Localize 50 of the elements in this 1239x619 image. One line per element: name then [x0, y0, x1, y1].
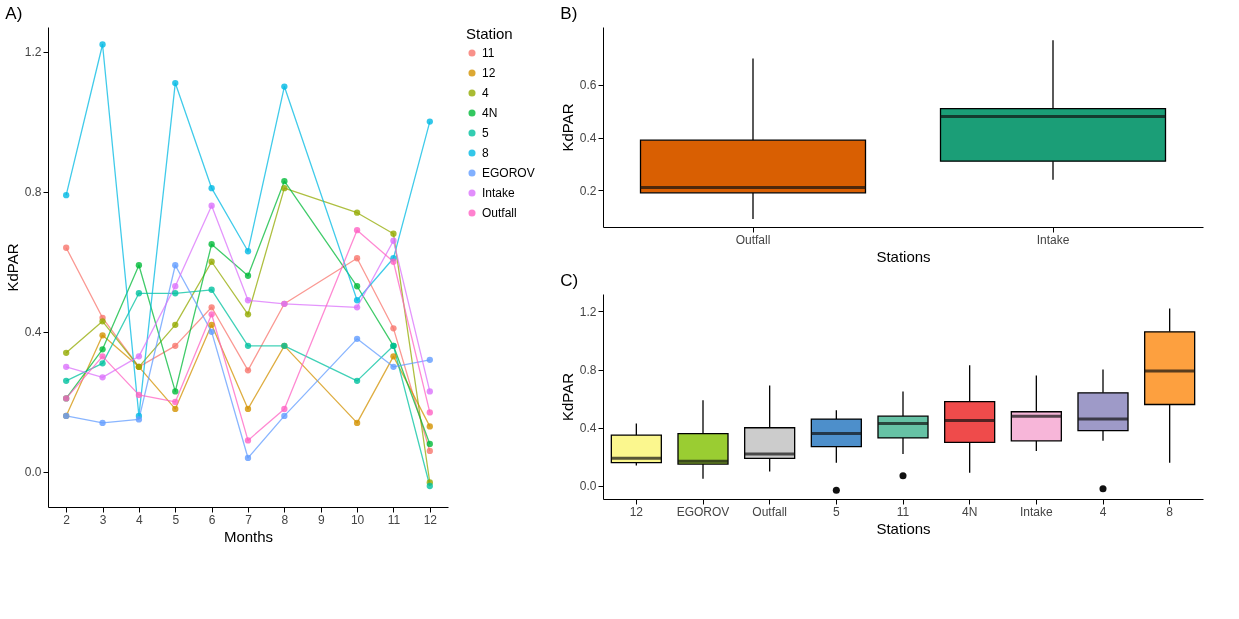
x-tick-label: 6	[208, 512, 216, 527]
x-tick-label: Outfall	[752, 504, 788, 519]
x-tick-label: 7	[245, 512, 253, 527]
x-tick-label: 2	[63, 512, 71, 527]
legend-title: Station	[466, 25, 513, 42]
legend-label: EGOROV	[482, 166, 535, 180]
y-axis-title: KdPAR	[3, 243, 21, 292]
y-tick-label: 0.0	[579, 479, 597, 494]
legend-label: Outfall	[482, 206, 517, 220]
legend-label: 11	[482, 46, 495, 60]
x-axis-title: Months	[223, 527, 274, 545]
x-tick-label: 8	[281, 512, 289, 527]
x-tick-label: EGOROV	[676, 504, 730, 519]
y-axis-title: KdPAR	[558, 372, 576, 422]
x-tick-label: 12	[423, 512, 438, 527]
y-tick-label: 0.4	[24, 325, 42, 340]
chart-title: A)	[5, 4, 23, 23]
x-tick-label: Intake	[1019, 504, 1053, 519]
y-tick-label: 1.2	[24, 45, 42, 60]
y-tick-label: 0.4	[579, 421, 597, 436]
x-axis-title: Stations	[876, 519, 931, 537]
legend-label: 4	[482, 86, 489, 100]
x-tick-label: 5	[172, 512, 180, 527]
x-tick-label: 10	[350, 512, 365, 527]
legend-label: 12	[482, 66, 496, 80]
x-tick-label: 12	[629, 504, 644, 519]
legend-label: 8	[482, 146, 489, 160]
y-tick-label: 0.2	[579, 183, 597, 198]
x-tick-label: 11	[896, 504, 910, 519]
x-tick-label: 4N	[961, 504, 978, 519]
x-axis-title: Stations	[876, 247, 931, 265]
y-tick-label: 1.2	[579, 304, 597, 319]
x-tick-label: 4	[1099, 504, 1107, 519]
chart-title: B)	[560, 4, 578, 23]
legend-label: 5	[482, 126, 489, 140]
x-tick-label: 5	[832, 504, 840, 519]
y-tick-label: 0.4	[579, 131, 597, 146]
x-tick-label: 11	[387, 512, 401, 527]
x-tick-label: 9	[317, 512, 325, 527]
x-tick-label: 8	[1166, 504, 1174, 519]
y-tick-label: 0.8	[579, 363, 597, 378]
y-tick-label: 0.6	[579, 78, 597, 93]
legend-label: 4N	[482, 106, 498, 120]
chart-title: C)	[560, 271, 579, 290]
y-tick-label: 0.8	[24, 185, 42, 200]
y-axis-title: KdPAR	[558, 103, 576, 152]
y-tick-label: 0.0	[24, 465, 42, 480]
x-tick-label: 3	[99, 512, 107, 527]
x-tick-label: 4	[136, 512, 144, 527]
legend-label: Intake	[482, 186, 516, 200]
